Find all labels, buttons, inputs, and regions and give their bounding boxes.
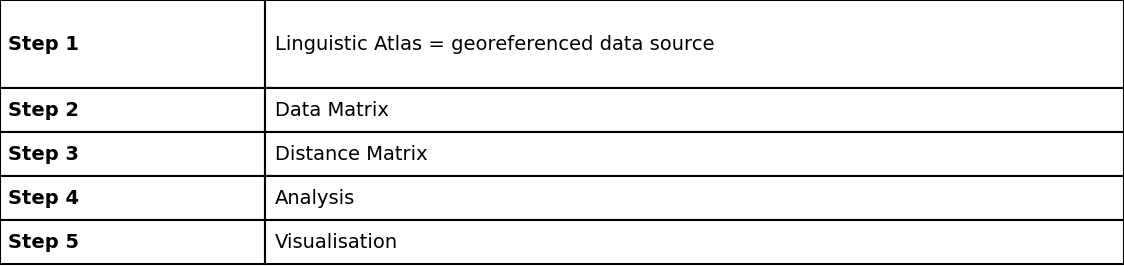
- Bar: [0, 176, 265, 220]
- Bar: [0, 220, 265, 264]
- Text: Linguistic Atlas = georeferenced data source: Linguistic Atlas = georeferenced data so…: [275, 35, 715, 53]
- Bar: [265, 0, 1124, 88]
- Text: Distance Matrix: Distance Matrix: [275, 144, 428, 164]
- Bar: [265, 132, 1124, 176]
- Text: Step 5: Step 5: [8, 232, 79, 251]
- Text: Step 1: Step 1: [8, 35, 79, 53]
- Bar: [0, 132, 265, 176]
- Text: Data Matrix: Data Matrix: [275, 101, 389, 119]
- Bar: [0, 88, 265, 132]
- Bar: [265, 88, 1124, 132]
- Bar: [265, 176, 1124, 220]
- Text: Analysis: Analysis: [275, 189, 355, 207]
- Bar: [265, 220, 1124, 264]
- Bar: [0, 0, 265, 88]
- Text: Step 3: Step 3: [8, 144, 79, 164]
- Text: Step 2: Step 2: [8, 101, 79, 119]
- Text: Step 4: Step 4: [8, 189, 79, 207]
- Text: Visualisation: Visualisation: [275, 232, 398, 251]
